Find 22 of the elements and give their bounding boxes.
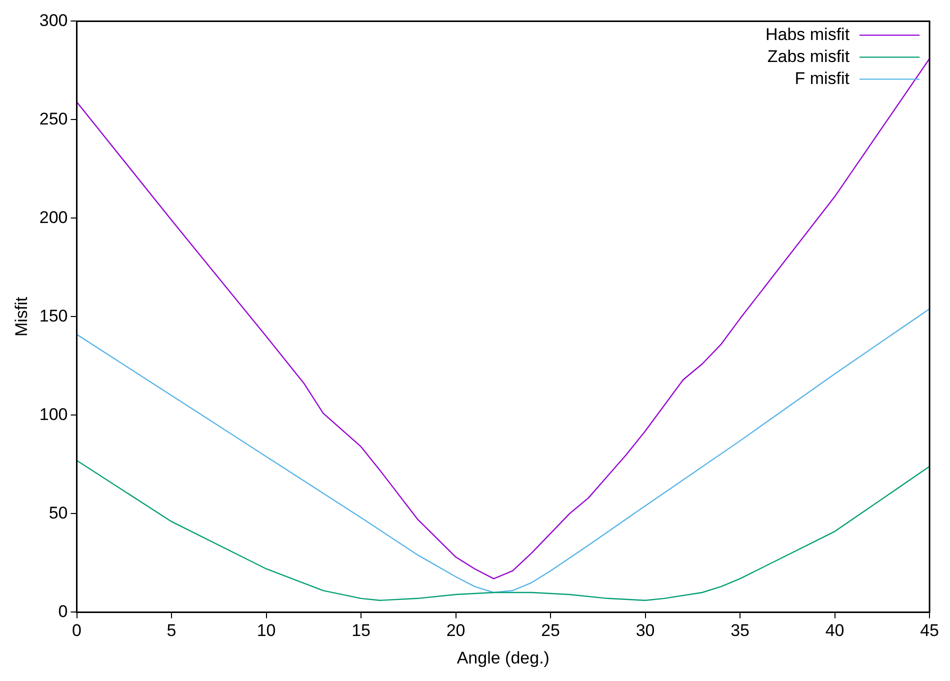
y-axis-title: Misfit (12, 296, 31, 337)
x-axis-title: Angle (deg.) (456, 648, 550, 668)
x-tick-label: 40 (825, 621, 844, 640)
x-tick-label: 5 (166, 621, 176, 640)
x-tick-label: 20 (446, 621, 466, 640)
x-tick-label: 0 (72, 621, 82, 640)
x-tick-label: 15 (352, 621, 370, 640)
x-tick-label: 25 (541, 621, 560, 640)
x-tick-label: 30 (636, 621, 655, 640)
y-tick-label: 100 (39, 404, 68, 424)
legend-label: Habs misfit (765, 24, 850, 44)
y-tick-label: 0 (58, 602, 68, 621)
x-tick-label: 45 (920, 621, 940, 640)
x-tick-label: 10 (256, 621, 276, 640)
legend-label: F misfit (794, 68, 850, 88)
legend-label: Zabs misfit (767, 46, 850, 66)
y-tick-label: 200 (39, 208, 68, 227)
y-tick-label: 150 (39, 306, 68, 326)
y-tick-label: 50 (48, 503, 68, 522)
y-tick-label: 250 (39, 109, 68, 128)
y-tick-label: 300 (39, 10, 68, 30)
x-tick-label: 35 (730, 621, 750, 640)
